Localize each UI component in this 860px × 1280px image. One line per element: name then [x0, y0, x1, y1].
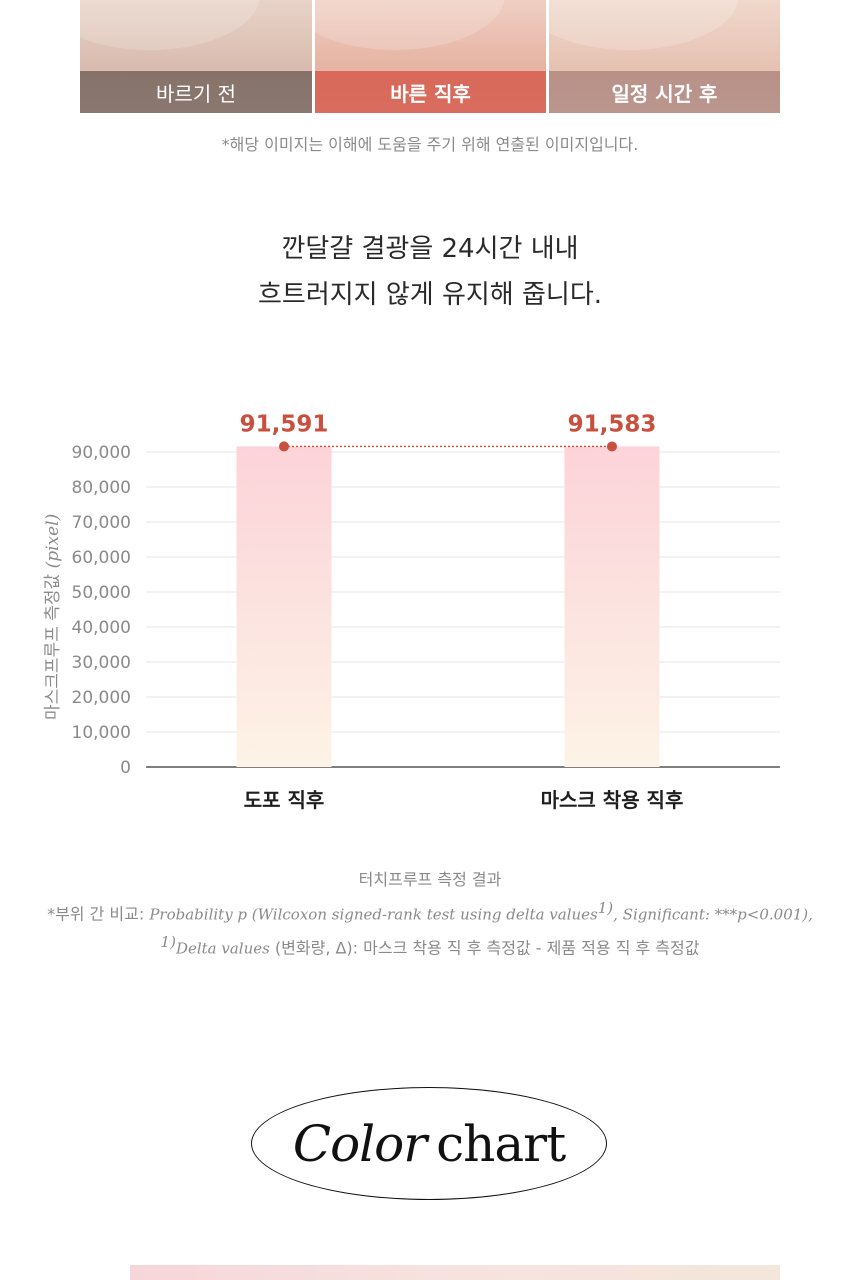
photo-caption: 바르기 전	[80, 71, 312, 113]
notes-line-3: 1)Delta values (변화량, Δ): 마스크 착용 직 후 측정값 …	[0, 928, 860, 962]
photo-caption: 바른 직후	[315, 71, 546, 113]
y-tick-label: 20,000	[72, 688, 131, 708]
color-swatch-strip	[130, 1265, 780, 1280]
notes-italic-b: , Significant: ***p<0.001),	[613, 905, 813, 924]
color-chart-word-2: chart	[436, 1114, 566, 1173]
category-label-0: 도포 직후	[243, 788, 325, 812]
y-tick-label: 90,000	[72, 443, 131, 463]
photo-right-after: 바른 직후	[315, 0, 546, 113]
data-label-1: 91,583	[568, 411, 657, 437]
notes-line-2: *부위 간 비교: Probability p (Wilcoxon signed…	[0, 894, 860, 928]
measurement-notes: 터치프루프 측정 결과 *부위 간 비교: Probability p (Wil…	[0, 866, 860, 963]
y-tick-label: 50,000	[72, 583, 131, 603]
y-tick-label: 70,000	[72, 513, 131, 533]
bar-1	[564, 446, 660, 767]
y-axis-title-unit: (pixel)	[43, 513, 63, 569]
data-label-0: 91,591	[240, 411, 329, 437]
value-point-1	[607, 441, 617, 452]
photo-caption: 일정 시간 후	[549, 71, 780, 113]
notes-italic-a: Probability p (Wilcoxon signed-rank test…	[149, 905, 598, 924]
notes-delta-text: (변화량, Δ): 마스크 착용 직 후 측정값 - 제품 적용 직 후 측정값	[269, 938, 700, 958]
y-tick-label: 80,000	[72, 478, 131, 498]
y-tick-label: 0	[120, 758, 131, 778]
photo-later: 일정 시간 후	[549, 0, 780, 113]
color-chart-word-1: Color	[292, 1114, 427, 1173]
headline: 깐달걀 결광을 24시간 내내 흐트러지지 않게 유지해 줍니다.	[0, 226, 860, 318]
color-chart-title: Color chart	[251, 1087, 607, 1200]
value-point-0	[279, 441, 289, 452]
y-tick-label: 60,000	[72, 548, 131, 568]
bar-chart: 0 10,000 20,000 30,000 40,000 50,000 60,000 70,…	[72, 411, 780, 778]
notes-prefix: *부위 간 비교:	[47, 904, 150, 924]
photo-before: 바르기 전	[80, 0, 312, 113]
y-axis-title-main: 마스크프루프 측정값	[43, 573, 63, 720]
bar-0	[236, 446, 332, 767]
notes-italic-delta: Delta values	[175, 939, 270, 958]
notes-sup-2: 1)	[160, 933, 176, 952]
headline-line-2: 흐트러지지 않게 유지해 줍니다.	[257, 280, 603, 310]
y-tick-label: 30,000	[72, 653, 131, 673]
category-label-1: 마스크 착용 직후	[540, 788, 684, 812]
headline-line-1: 깐달걀 결광을 24시간 내내	[281, 234, 579, 264]
image-disclaimer: *해당 이미지는 이해에 도움을 주기 위해 연출된 이미지입니다.	[221, 135, 639, 154]
before-after-photos: 바르기 전 바른 직후 일정 시간 후	[80, 0, 780, 113]
y-tick-label: 10,000	[72, 723, 131, 743]
notes-title: 터치프루프 측정 결과	[358, 870, 502, 889]
y-tick-label: 40,000	[72, 618, 131, 638]
notes-sup-1: 1)	[597, 899, 614, 917]
